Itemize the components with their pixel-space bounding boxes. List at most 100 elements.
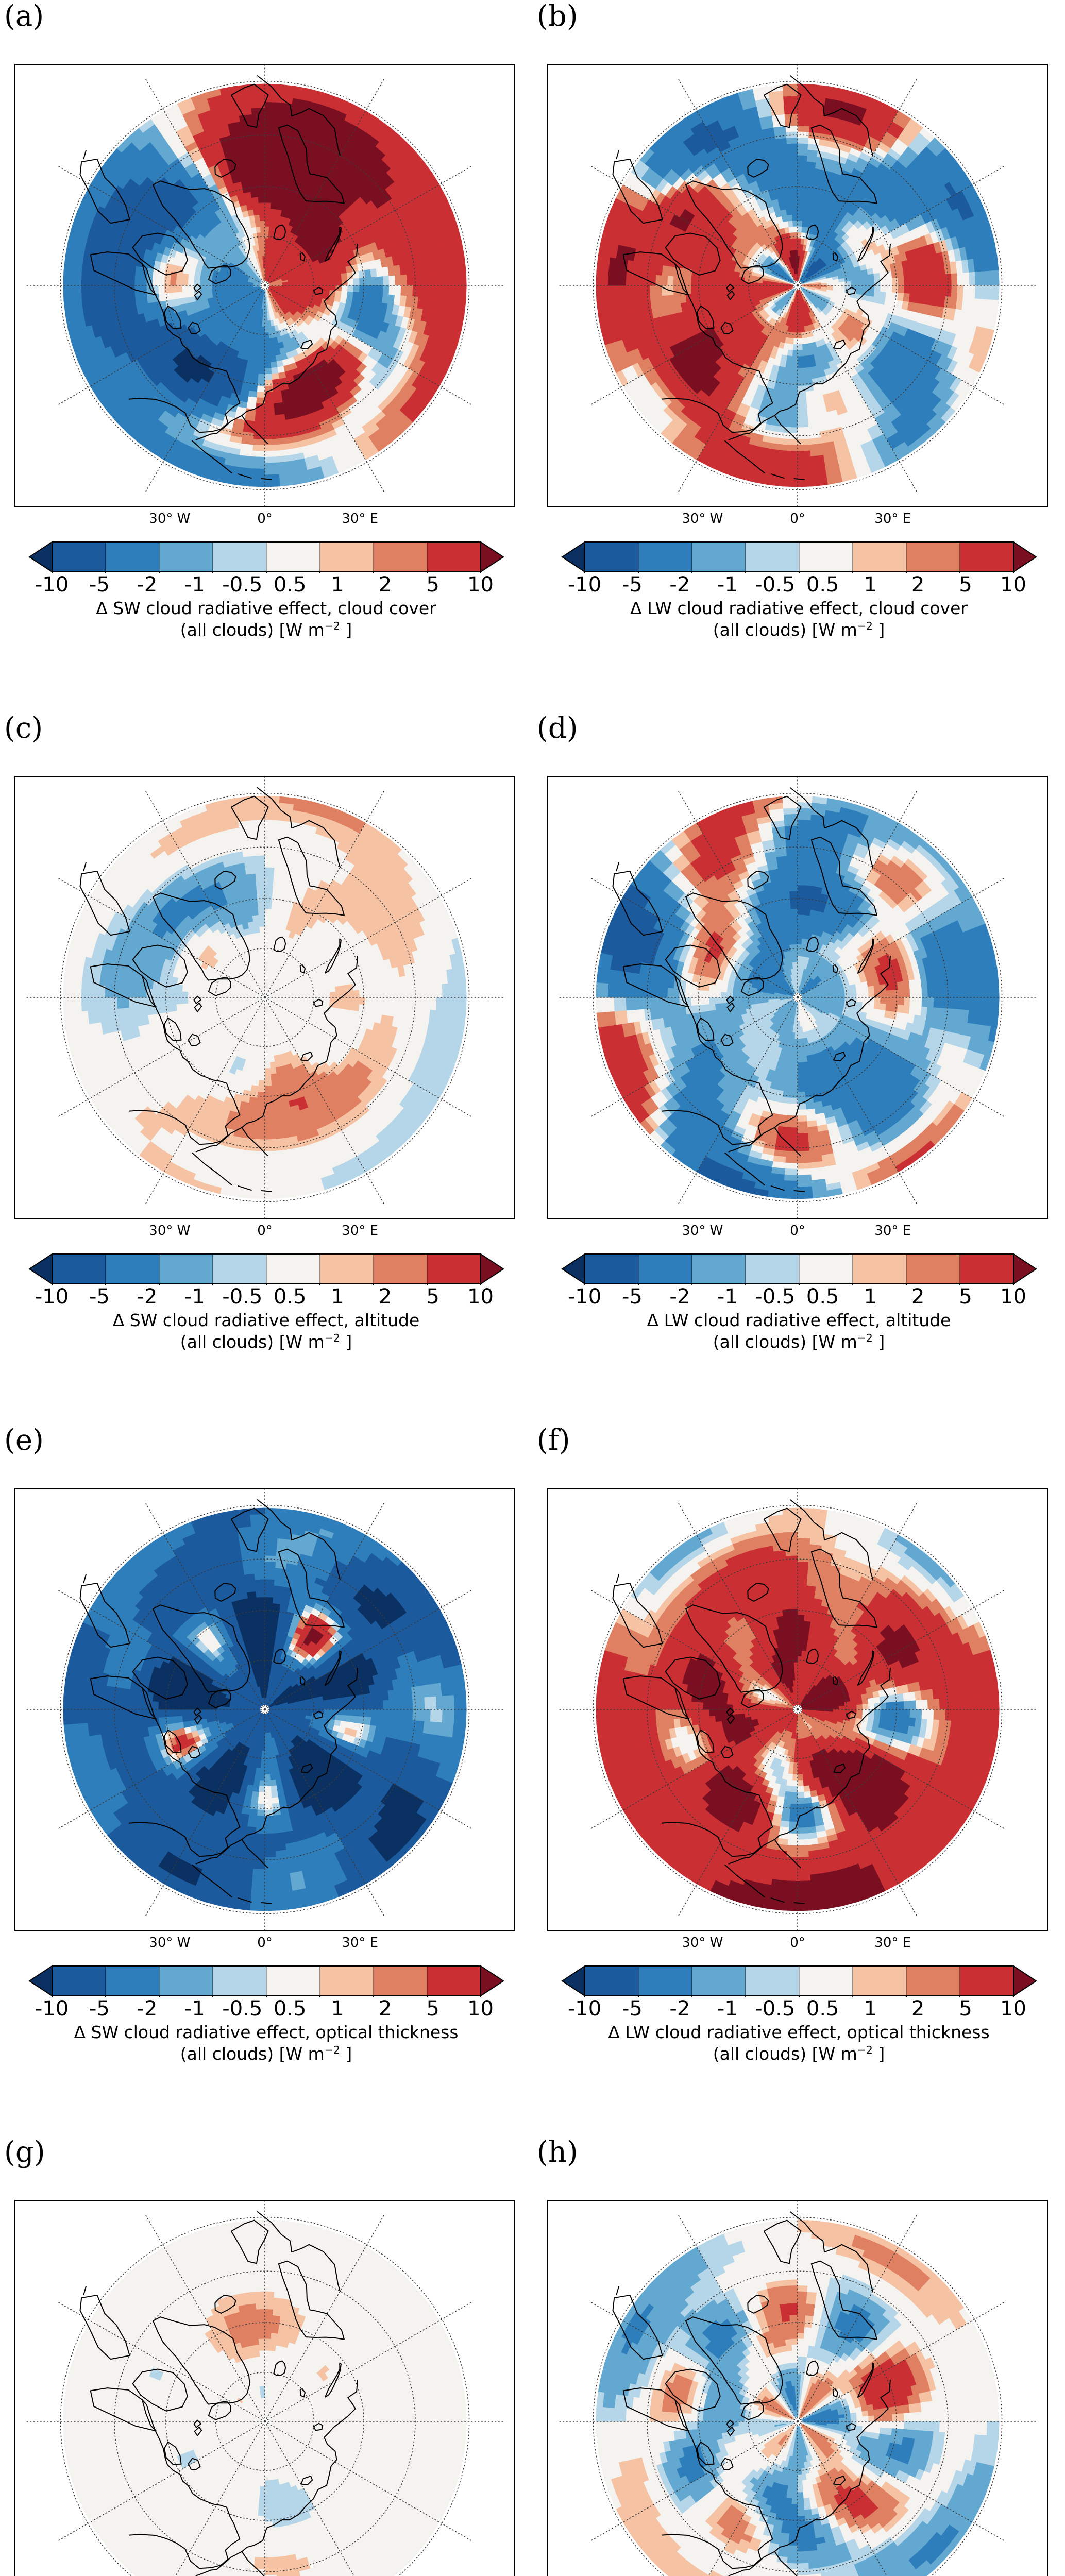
colorbar-ticks: -10 -5 -2 -1 -0.5 0.5 1 2 5 10 bbox=[561, 573, 1037, 597]
colorbar-tick: 1 bbox=[331, 1285, 344, 1309]
panel-label: (b) bbox=[537, 2, 578, 31]
panel-b: (b) 30° W 0° 30° E -10 -5 -2 -1 -0.5 0.5 1 2 5 10 Δ LW… bbox=[533, 0, 1065, 712]
colorbar-caption: Δ SW cloud radiative effect, cloud cover… bbox=[0, 598, 532, 640]
panel-label: (g) bbox=[4, 2138, 45, 2167]
longitude-labels: 30° W 0° 30° E bbox=[547, 1223, 1048, 1244]
caption-line-1: Δ LW cloud radiative effect, altitude bbox=[647, 1310, 951, 1330]
colorbar-caption: Δ LW cloud radiative effect, altitude (al… bbox=[533, 1310, 1065, 1352]
colorbar: -10 -5 -2 -1 -0.5 0.5 1 2 5 10 Δ LW cloud radiativ… bbox=[533, 541, 1065, 640]
colorbar-tick: -5 bbox=[622, 573, 643, 597]
colorbar-tick: 0.5 bbox=[806, 1285, 839, 1309]
colorbar-tick: -2 bbox=[669, 1285, 690, 1309]
lon-label-0: 0° bbox=[790, 511, 805, 527]
colorbar-tick: -2 bbox=[137, 573, 157, 597]
panel-label: (c) bbox=[4, 714, 43, 743]
caption-exponent: −2 bbox=[857, 620, 873, 632]
colorbar-tick: -10 bbox=[35, 1285, 69, 1309]
colorbar-tick: 1 bbox=[331, 1997, 344, 2021]
colorbar-tick: -1 bbox=[184, 573, 205, 597]
colorbar-tick: -5 bbox=[89, 1997, 110, 2021]
colorbar-tick: 5 bbox=[426, 573, 439, 597]
colorbar: -10 -5 -2 -1 -0.5 0.5 1 2 5 10 Δ LW cloud radiativ… bbox=[533, 1965, 1065, 2064]
colorbar-tick: 0.5 bbox=[274, 1997, 307, 2021]
panel-label: (h) bbox=[537, 2138, 578, 2167]
polar-map bbox=[14, 2200, 515, 2576]
colorbar-tick: 5 bbox=[959, 573, 972, 597]
longitude-labels: 30° W 0° 30° E bbox=[547, 1935, 1048, 1956]
panel-label: (a) bbox=[4, 2, 44, 31]
panel-label: (d) bbox=[537, 714, 578, 743]
colorbar-ticks: -10 -5 -2 -1 -0.5 0.5 1 2 5 10 bbox=[28, 1997, 504, 2021]
colorbar-tick: 2 bbox=[379, 1285, 392, 1309]
colorbar-tick: -10 bbox=[35, 1997, 69, 2021]
colorbar-caption: Δ SW cloud radiative effect, optical thi… bbox=[0, 2022, 532, 2064]
caption-line-2: (all clouds) [W m−2 ] bbox=[533, 619, 1065, 641]
longitude-labels: 30° W 0° 30° E bbox=[14, 511, 515, 532]
caption-exponent: −2 bbox=[325, 620, 340, 632]
colorbar-tick: 10 bbox=[467, 573, 494, 597]
lon-label-30e: 30° E bbox=[874, 1223, 911, 1239]
colorbar-caption: Δ LW cloud radiative effect, cloud cover… bbox=[533, 598, 1065, 640]
polar-map bbox=[547, 2200, 1048, 2576]
colorbar-tick: -2 bbox=[137, 1997, 157, 2021]
colorbar-tick: 2 bbox=[379, 573, 392, 597]
colorbar-tick: -1 bbox=[184, 1997, 205, 2021]
panel-row: (c) 30° W 0° 30° E -10 -5 -2 -1 -0.5 0.5 1 2 5 10 Δ SW… bbox=[0, 712, 1065, 1424]
colorbar-tick: 1 bbox=[864, 1285, 876, 1309]
caption-line-2: (all clouds) [W m−2 ] bbox=[533, 2043, 1065, 2065]
colorbar-tick: 5 bbox=[426, 1285, 439, 1309]
colorbar-tick: -5 bbox=[89, 1285, 110, 1309]
colorbar-tick: -5 bbox=[622, 1285, 643, 1309]
colorbar: -10 -5 -2 -1 -0.5 0.5 1 2 5 10 Δ SW cloud radiativ… bbox=[0, 1253, 532, 1352]
colorbar-tick: -5 bbox=[89, 573, 110, 597]
colorbar-tick: -2 bbox=[669, 1997, 690, 2021]
panel-row: (e) 30° W 0° 30° E -10 -5 -2 -1 -0.5 0.5 1 2 5 10 Δ SW… bbox=[0, 1424, 1065, 2136]
polar-map bbox=[14, 64, 515, 507]
colorbar-tick: 0.5 bbox=[806, 1997, 839, 2021]
colorbar-tick: -10 bbox=[35, 573, 69, 597]
lon-label-30w: 30° W bbox=[682, 1935, 723, 1951]
caption-line-1: Δ LW cloud radiative effect, optical thi… bbox=[608, 2022, 990, 2042]
colorbar-tick: -10 bbox=[568, 573, 601, 597]
caption-line-2: (all clouds) [W m−2 ] bbox=[533, 1331, 1065, 1353]
colorbar-tick: -0.5 bbox=[222, 1997, 262, 2021]
colorbar-tick: -0.5 bbox=[222, 1285, 262, 1309]
colorbar-ticks: -10 -5 -2 -1 -0.5 0.5 1 2 5 10 bbox=[561, 1285, 1037, 1309]
colorbar-tick: 0.5 bbox=[274, 1285, 307, 1309]
polar-map bbox=[547, 776, 1048, 1219]
colorbar-tick: -1 bbox=[717, 1997, 738, 2021]
caption-exponent: −2 bbox=[857, 2044, 873, 2056]
colorbar-tick: -1 bbox=[717, 573, 738, 597]
colorbar: -10 -5 -2 -1 -0.5 0.5 1 2 5 10 Δ SW cloud radiativ… bbox=[0, 541, 532, 640]
panel-d: (d) 30° W 0° 30° E -10 -5 -2 -1 -0.5 0.5 1 2 5 10 Δ LW… bbox=[533, 712, 1065, 1424]
colorbar-tick: -1 bbox=[717, 1285, 738, 1309]
colorbar-tick: 2 bbox=[911, 1285, 924, 1309]
caption-line-2: (all clouds) [W m−2 ] bbox=[0, 619, 532, 641]
longitude-labels: 30° W 0° 30° E bbox=[14, 1935, 515, 1956]
colorbar-tick: -2 bbox=[669, 573, 690, 597]
colorbar-tick: 10 bbox=[467, 1997, 494, 2021]
polar-map bbox=[547, 1488, 1048, 1931]
colorbar-ticks: -10 -5 -2 -1 -0.5 0.5 1 2 5 10 bbox=[28, 1285, 504, 1309]
colorbar-tick: -0.5 bbox=[755, 573, 795, 597]
colorbar-ticks: -10 -5 -2 -1 -0.5 0.5 1 2 5 10 bbox=[28, 573, 504, 597]
colorbar-tick: -10 bbox=[568, 1285, 601, 1309]
colorbar-tick: 1 bbox=[864, 573, 876, 597]
caption-exponent: −2 bbox=[325, 1332, 340, 1344]
colorbar-caption: Δ SW cloud radiative effect, altitude (al… bbox=[0, 1310, 532, 1352]
colorbar: -10 -5 -2 -1 -0.5 0.5 1 2 5 10 Δ LW cloud radiativ… bbox=[533, 1253, 1065, 1352]
colorbar-tick: -0.5 bbox=[755, 1997, 795, 2021]
lon-label-30e: 30° E bbox=[342, 511, 378, 527]
colorbar-tick: -10 bbox=[568, 1997, 601, 2021]
colorbar-tick: 10 bbox=[1000, 1285, 1026, 1309]
lon-label-0: 0° bbox=[257, 1935, 273, 1951]
polar-map bbox=[14, 1488, 515, 1931]
lon-label-0: 0° bbox=[257, 511, 273, 527]
colorbar-tick: 10 bbox=[467, 1285, 494, 1309]
colorbar-tick: 0.5 bbox=[806, 573, 839, 597]
colorbar-tick: 10 bbox=[1000, 573, 1026, 597]
caption-line-1: Δ SW cloud radiative effect, altitude bbox=[113, 1310, 420, 1330]
